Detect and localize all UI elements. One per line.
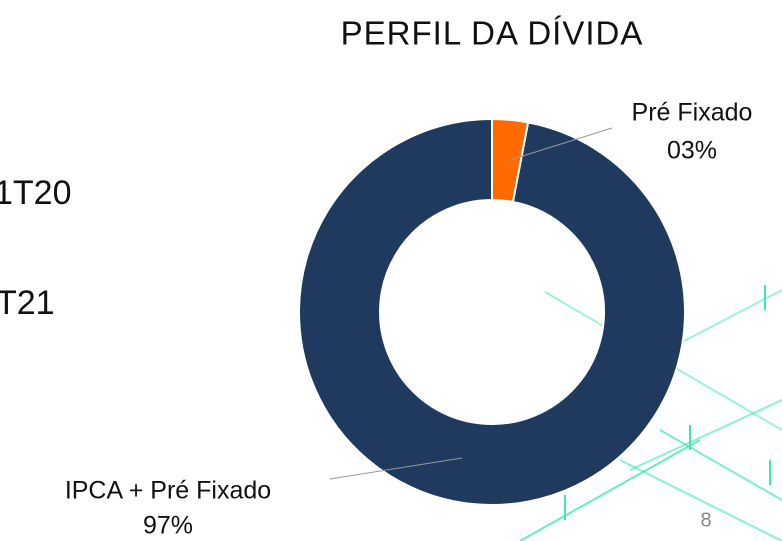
page-number: 8 (700, 509, 711, 531)
chart-title: PERFIL DA DÍVIDA (341, 15, 644, 52)
leader-line (329, 457, 463, 480)
text-fragment: 1T20 (0, 174, 72, 212)
leader-line (509, 127, 613, 161)
donut-chart: Pré Fixado 03% IPCA + Pré Fixado 97% (65, 99, 753, 540)
text-fragment: T21 (0, 284, 55, 322)
slice-value: 03% (667, 137, 717, 165)
slice-label: IPCA + Pré Fixado (65, 477, 271, 505)
slice (298, 117, 686, 506)
slice-label: Pré Fixado (632, 99, 753, 127)
slice-value: 97% (143, 512, 193, 540)
